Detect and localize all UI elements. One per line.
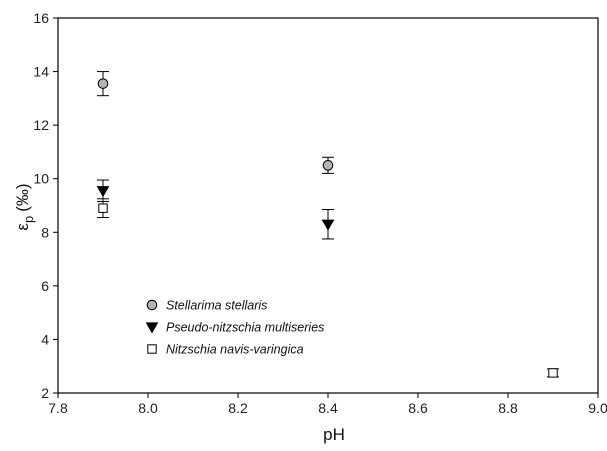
data-point-nitzschia-navis-varingica xyxy=(97,198,109,219)
x-tick-label: 7.8 xyxy=(48,400,68,416)
y-tick-label: 8 xyxy=(41,224,49,240)
axes: 7.8 8.0 8.2 8.4 8.6 8.8 9.0 2 4 6 8 10 12 14 16 xyxy=(33,10,607,416)
plot-frame xyxy=(57,17,599,394)
y-tick-label: 2 xyxy=(41,385,49,401)
data-point-nitzschia-navis-varingica xyxy=(547,368,559,378)
x-tick-label: 8.0 xyxy=(138,400,158,416)
y-axis-title: εp (‰) xyxy=(13,183,36,230)
y-tick-label: 16 xyxy=(33,10,49,26)
marker-pseudo-nitzschia-multiseries xyxy=(321,219,335,231)
y-tick-label: 4 xyxy=(41,331,49,347)
x-tick-label: 8.2 xyxy=(228,400,248,416)
y-axis-subscript: p xyxy=(21,216,36,223)
y-axis-unit: (‰) xyxy=(13,183,32,211)
marker-stellarima-stellaris xyxy=(97,78,109,89)
marker-pseudo-nitzschia-multiseries xyxy=(96,186,110,198)
legend-label-stellarima-stellaris: Stellarima stellaris xyxy=(166,299,267,313)
data-point-stellarima-stellaris xyxy=(97,71,109,97)
legend-label-pseudo-nitzschia-multiseries: Pseudo-nitzschia multiseries xyxy=(166,321,324,335)
legend-item-pseudo-nitzschia-multiseries: Pseudo-nitzschia multiseries xyxy=(145,321,324,335)
legend-item-nitzschia-navis-varingica: Nitzschia navis-varingica xyxy=(147,343,304,357)
legend-label-nitzschia-navis-varingica: Nitzschia navis-varingica xyxy=(166,343,304,357)
x-tick-label: 8.4 xyxy=(318,400,338,416)
x-tick-label: 8.8 xyxy=(498,400,518,416)
y-tick-label: 10 xyxy=(33,171,49,187)
y-tick-label: 14 xyxy=(33,64,49,80)
legend-item-stellarima-stellaris: Stellarima stellaris xyxy=(146,299,267,313)
legend: Stellarima stellaris Pseudo-nitzschia mul… xyxy=(145,299,324,357)
legend-marker-stellarima-stellaris xyxy=(146,299,158,311)
marker-nitzschia-navis-varingica xyxy=(98,203,108,213)
y-axis-symbol: ε xyxy=(13,223,32,231)
x-axis-title: pH xyxy=(323,425,345,444)
data-point-pseudo-nitzschia-multiseries xyxy=(321,209,335,240)
y-tick-label: 12 xyxy=(33,117,49,133)
x-tick-label: 8.6 xyxy=(408,400,428,416)
marker-nitzschia-navis-varingica xyxy=(548,368,558,378)
data-point-stellarima-stellaris xyxy=(322,156,334,174)
marker-stellarima-stellaris xyxy=(322,160,334,171)
legend-marker-nitzschia-navis-varingica xyxy=(147,344,157,354)
legend-marker-pseudo-nitzschia-multiseries xyxy=(145,322,159,334)
y-tick-label: 6 xyxy=(41,278,49,294)
data-point-pseudo-nitzschia-multiseries xyxy=(96,179,110,202)
data-marks xyxy=(96,71,559,378)
x-tick-label: 9.0 xyxy=(588,400,607,416)
